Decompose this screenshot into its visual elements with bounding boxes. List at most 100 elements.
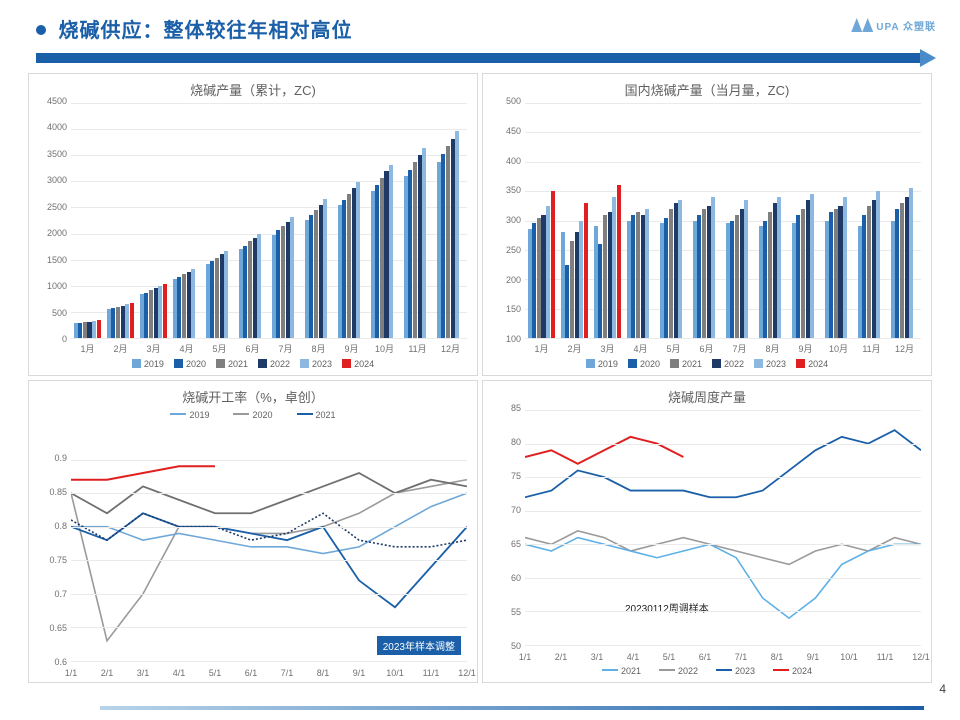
chart1-legend: 201920202021202220232024 bbox=[35, 357, 471, 373]
bar-2019 bbox=[792, 223, 796, 338]
bar-2023 bbox=[810, 194, 814, 338]
chart2-title: 国内烧碱产量（当月量，ZC) bbox=[489, 80, 925, 99]
bar-2023 bbox=[777, 197, 781, 338]
chart3-title: 烧碱开工率（%，卓创） bbox=[35, 387, 471, 406]
bar-2021 bbox=[603, 215, 607, 338]
bar-2023 bbox=[455, 131, 459, 338]
bar-2021 bbox=[149, 290, 153, 338]
chart4-note: 20230112周调样本 bbox=[625, 600, 709, 615]
legend-item-2024: 2024 bbox=[796, 359, 828, 369]
bar-2020 bbox=[862, 215, 866, 338]
bar-2019 bbox=[107, 309, 111, 338]
bar-2019 bbox=[891, 221, 895, 339]
footer-rule bbox=[100, 706, 924, 710]
bar-2020 bbox=[598, 244, 602, 338]
chart2-legend: 201920202021202220232024 bbox=[489, 357, 925, 373]
bar-2019 bbox=[371, 191, 375, 338]
bar-2020 bbox=[697, 215, 701, 338]
chart-grid: 烧碱产量（累计，ZC) 0500100015002000250030003500… bbox=[0, 63, 960, 683]
bar-2022 bbox=[451, 139, 455, 338]
bar-2019 bbox=[759, 226, 763, 338]
bar-2020 bbox=[631, 215, 635, 338]
bar-2021 bbox=[83, 322, 87, 338]
bar-2022 bbox=[707, 206, 711, 338]
bar-2023 bbox=[645, 209, 649, 338]
bar-2020 bbox=[78, 323, 82, 338]
bar-2022 bbox=[575, 232, 579, 338]
bar-2020 bbox=[408, 170, 412, 338]
legend-item-2019: 2019 bbox=[132, 359, 164, 369]
bar-2023 bbox=[711, 197, 715, 338]
bar-2023 bbox=[158, 286, 162, 338]
bar-2021 bbox=[768, 212, 772, 338]
bar-2022 bbox=[838, 206, 842, 338]
legend-item-2022: 2022 bbox=[712, 359, 744, 369]
bar-2019 bbox=[561, 232, 565, 338]
bar-2024 bbox=[584, 203, 588, 338]
bar-2022 bbox=[608, 212, 612, 338]
bar-2020 bbox=[342, 200, 346, 338]
bar-2019 bbox=[272, 235, 276, 338]
bar-2019 bbox=[239, 249, 243, 338]
bar-2022 bbox=[872, 200, 876, 338]
bar-2022 bbox=[253, 238, 257, 338]
bar-2020 bbox=[144, 293, 148, 338]
bar-2020 bbox=[895, 209, 899, 338]
bar-2020 bbox=[375, 185, 379, 338]
bar-2021 bbox=[900, 203, 904, 338]
bar-2021 bbox=[834, 209, 838, 338]
bar-2021 bbox=[446, 146, 450, 338]
bar-2019 bbox=[594, 226, 598, 338]
bar-2022 bbox=[286, 222, 290, 338]
legend-item-2019: 2019 bbox=[170, 410, 209, 420]
bar-2024 bbox=[163, 284, 167, 338]
bar-2019 bbox=[206, 264, 210, 338]
bar-2023 bbox=[356, 182, 360, 338]
bar-2023 bbox=[125, 304, 129, 338]
legend-item-2023: 2023 bbox=[300, 359, 332, 369]
bar-2019 bbox=[338, 205, 342, 338]
bar-2019 bbox=[627, 221, 631, 339]
bar-2021 bbox=[867, 206, 871, 338]
bar-2023 bbox=[191, 269, 195, 338]
panel-cumulative-output: 烧碱产量（累计，ZC) 0500100015002000250030003500… bbox=[28, 73, 478, 376]
chart3-plot: 0.60.650.70.750.80.850.9 2023年样本调整 1/12/… bbox=[35, 424, 471, 680]
bar-2020 bbox=[829, 212, 833, 338]
bar-2023 bbox=[389, 165, 393, 338]
bar-2023 bbox=[422, 148, 426, 338]
bar-2022 bbox=[905, 197, 909, 338]
bar-2019 bbox=[825, 221, 829, 339]
bar-2020 bbox=[565, 265, 569, 338]
legend-item-2024: 2024 bbox=[342, 359, 374, 369]
legend-item-2020: 2020 bbox=[233, 410, 272, 420]
bar-2023 bbox=[257, 234, 261, 338]
chart4-plot: 5055606570758085 20230112周调样本 1/12/13/14… bbox=[489, 408, 925, 664]
legend-item-2023: 2023 bbox=[716, 666, 755, 676]
chart1-title: 烧碱产量（累计，ZC) bbox=[35, 80, 471, 99]
bar-2022 bbox=[541, 215, 545, 338]
bar-2020 bbox=[243, 246, 247, 338]
bar-2021 bbox=[669, 209, 673, 338]
bar-2022 bbox=[806, 200, 810, 338]
header-rule bbox=[36, 53, 924, 63]
bar-2023 bbox=[678, 200, 682, 338]
bar-2019 bbox=[404, 176, 408, 338]
bar-2023 bbox=[323, 199, 327, 338]
bar-2021 bbox=[248, 241, 252, 338]
bar-2020 bbox=[796, 215, 800, 338]
bar-2019 bbox=[173, 279, 177, 338]
bar-2022 bbox=[674, 203, 678, 338]
bar-2021 bbox=[347, 194, 351, 338]
bar-2023 bbox=[92, 321, 96, 338]
bar-2021 bbox=[182, 274, 186, 338]
bar-2023 bbox=[224, 251, 228, 338]
bar-2022 bbox=[319, 205, 323, 338]
bar-2021 bbox=[537, 218, 541, 338]
bar-2022 bbox=[87, 322, 91, 338]
legend-item-2024: 2024 bbox=[773, 666, 812, 676]
bar-2024 bbox=[551, 191, 555, 338]
legend-item-2022: 2022 bbox=[258, 359, 290, 369]
chart4-title: 烧碱周度产量 bbox=[489, 387, 925, 406]
panel-weekly-output: 烧碱周度产量 5055606570758085 20230112周调样本 1/1… bbox=[482, 380, 932, 683]
bar-2022 bbox=[121, 306, 125, 338]
